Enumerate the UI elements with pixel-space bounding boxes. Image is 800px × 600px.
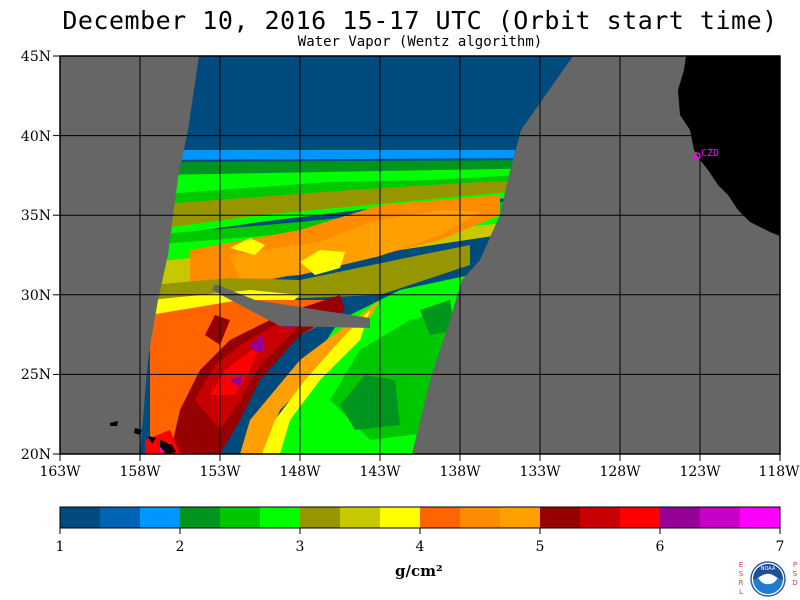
tick-marks bbox=[53, 55, 781, 461]
svg-text:R: R bbox=[739, 579, 744, 587]
lon-label: 148W bbox=[279, 464, 321, 480]
lat-label: 25N bbox=[21, 367, 51, 383]
colorbar-tick-label: 7 bbox=[776, 539, 785, 555]
svg-text:S: S bbox=[739, 570, 744, 578]
lon-label: 133W bbox=[519, 464, 561, 480]
colorbar-swatch bbox=[540, 507, 581, 528]
colorbar-swatch bbox=[180, 507, 221, 528]
land-mass bbox=[678, 56, 780, 236]
lat-label: 40N bbox=[21, 129, 51, 145]
colorbar-swatch bbox=[260, 507, 301, 528]
lon-label: 143W bbox=[359, 464, 401, 480]
lon-label: 163W bbox=[39, 464, 81, 480]
colorbar-tick-label: 3 bbox=[296, 539, 305, 555]
svg-text:P: P bbox=[793, 561, 797, 569]
colorbar-swatch bbox=[420, 507, 461, 528]
colorbar-swatch bbox=[620, 507, 661, 528]
lon-label: 118W bbox=[758, 464, 800, 480]
map-title: December 10, 2016 15-17 UTC (Orbit start… bbox=[62, 6, 778, 35]
colorbar-tick-label: 1 bbox=[56, 539, 65, 555]
colorbar-swatch bbox=[140, 507, 181, 528]
colorbar-swatch bbox=[700, 507, 741, 528]
colorbar-swatch bbox=[380, 507, 421, 528]
colorbar-units: g/cm² bbox=[395, 562, 443, 580]
station-marker bbox=[693, 152, 701, 160]
island bbox=[148, 436, 156, 444]
colorbar-swatch bbox=[580, 507, 621, 528]
lat-lon-grid bbox=[60, 56, 780, 454]
map-frame bbox=[59, 55, 781, 455]
lon-label: 123W bbox=[679, 464, 721, 480]
lat-label: 30N bbox=[21, 288, 51, 304]
map-subtitle: Water Vapor (Wentz algorithm) bbox=[297, 34, 543, 50]
colorbar-swatch bbox=[300, 507, 341, 528]
station-label: CZD bbox=[701, 148, 719, 159]
colorbar bbox=[59, 506, 781, 529]
svg-text:E: E bbox=[739, 561, 743, 569]
data-gap bbox=[212, 284, 370, 328]
island bbox=[110, 421, 118, 426]
island bbox=[160, 440, 176, 454]
svg-text:NOAA: NOAA bbox=[761, 566, 776, 572]
svg-text:S: S bbox=[793, 570, 798, 578]
svg-text:D: D bbox=[792, 579, 797, 587]
lon-label: 153W bbox=[199, 464, 241, 480]
colorbar-swatch bbox=[100, 507, 141, 528]
colorbar-swatch bbox=[60, 507, 101, 528]
colorbar-tick-label: 4 bbox=[416, 539, 425, 555]
lat-label: 35N bbox=[21, 208, 51, 224]
colorbar-tick-label: 2 bbox=[176, 539, 185, 555]
lon-label: 138W bbox=[439, 464, 481, 480]
colorbar-swatch bbox=[740, 507, 781, 528]
svg-text:L: L bbox=[739, 588, 743, 596]
colorbar-swatch bbox=[660, 507, 701, 528]
colorbar-swatch bbox=[340, 507, 381, 528]
colorbar-tick-label: 5 bbox=[536, 539, 545, 555]
colorbar-tick-label: 6 bbox=[656, 539, 665, 555]
colorbar-swatch bbox=[460, 507, 501, 528]
colorbar-swatch bbox=[500, 507, 541, 528]
lat-label: 20N bbox=[21, 447, 51, 463]
lon-label: 128W bbox=[599, 464, 641, 480]
colorbar-swatch bbox=[220, 507, 261, 528]
lat-label: 45N bbox=[21, 49, 51, 65]
lon-label: 158W bbox=[119, 464, 161, 480]
